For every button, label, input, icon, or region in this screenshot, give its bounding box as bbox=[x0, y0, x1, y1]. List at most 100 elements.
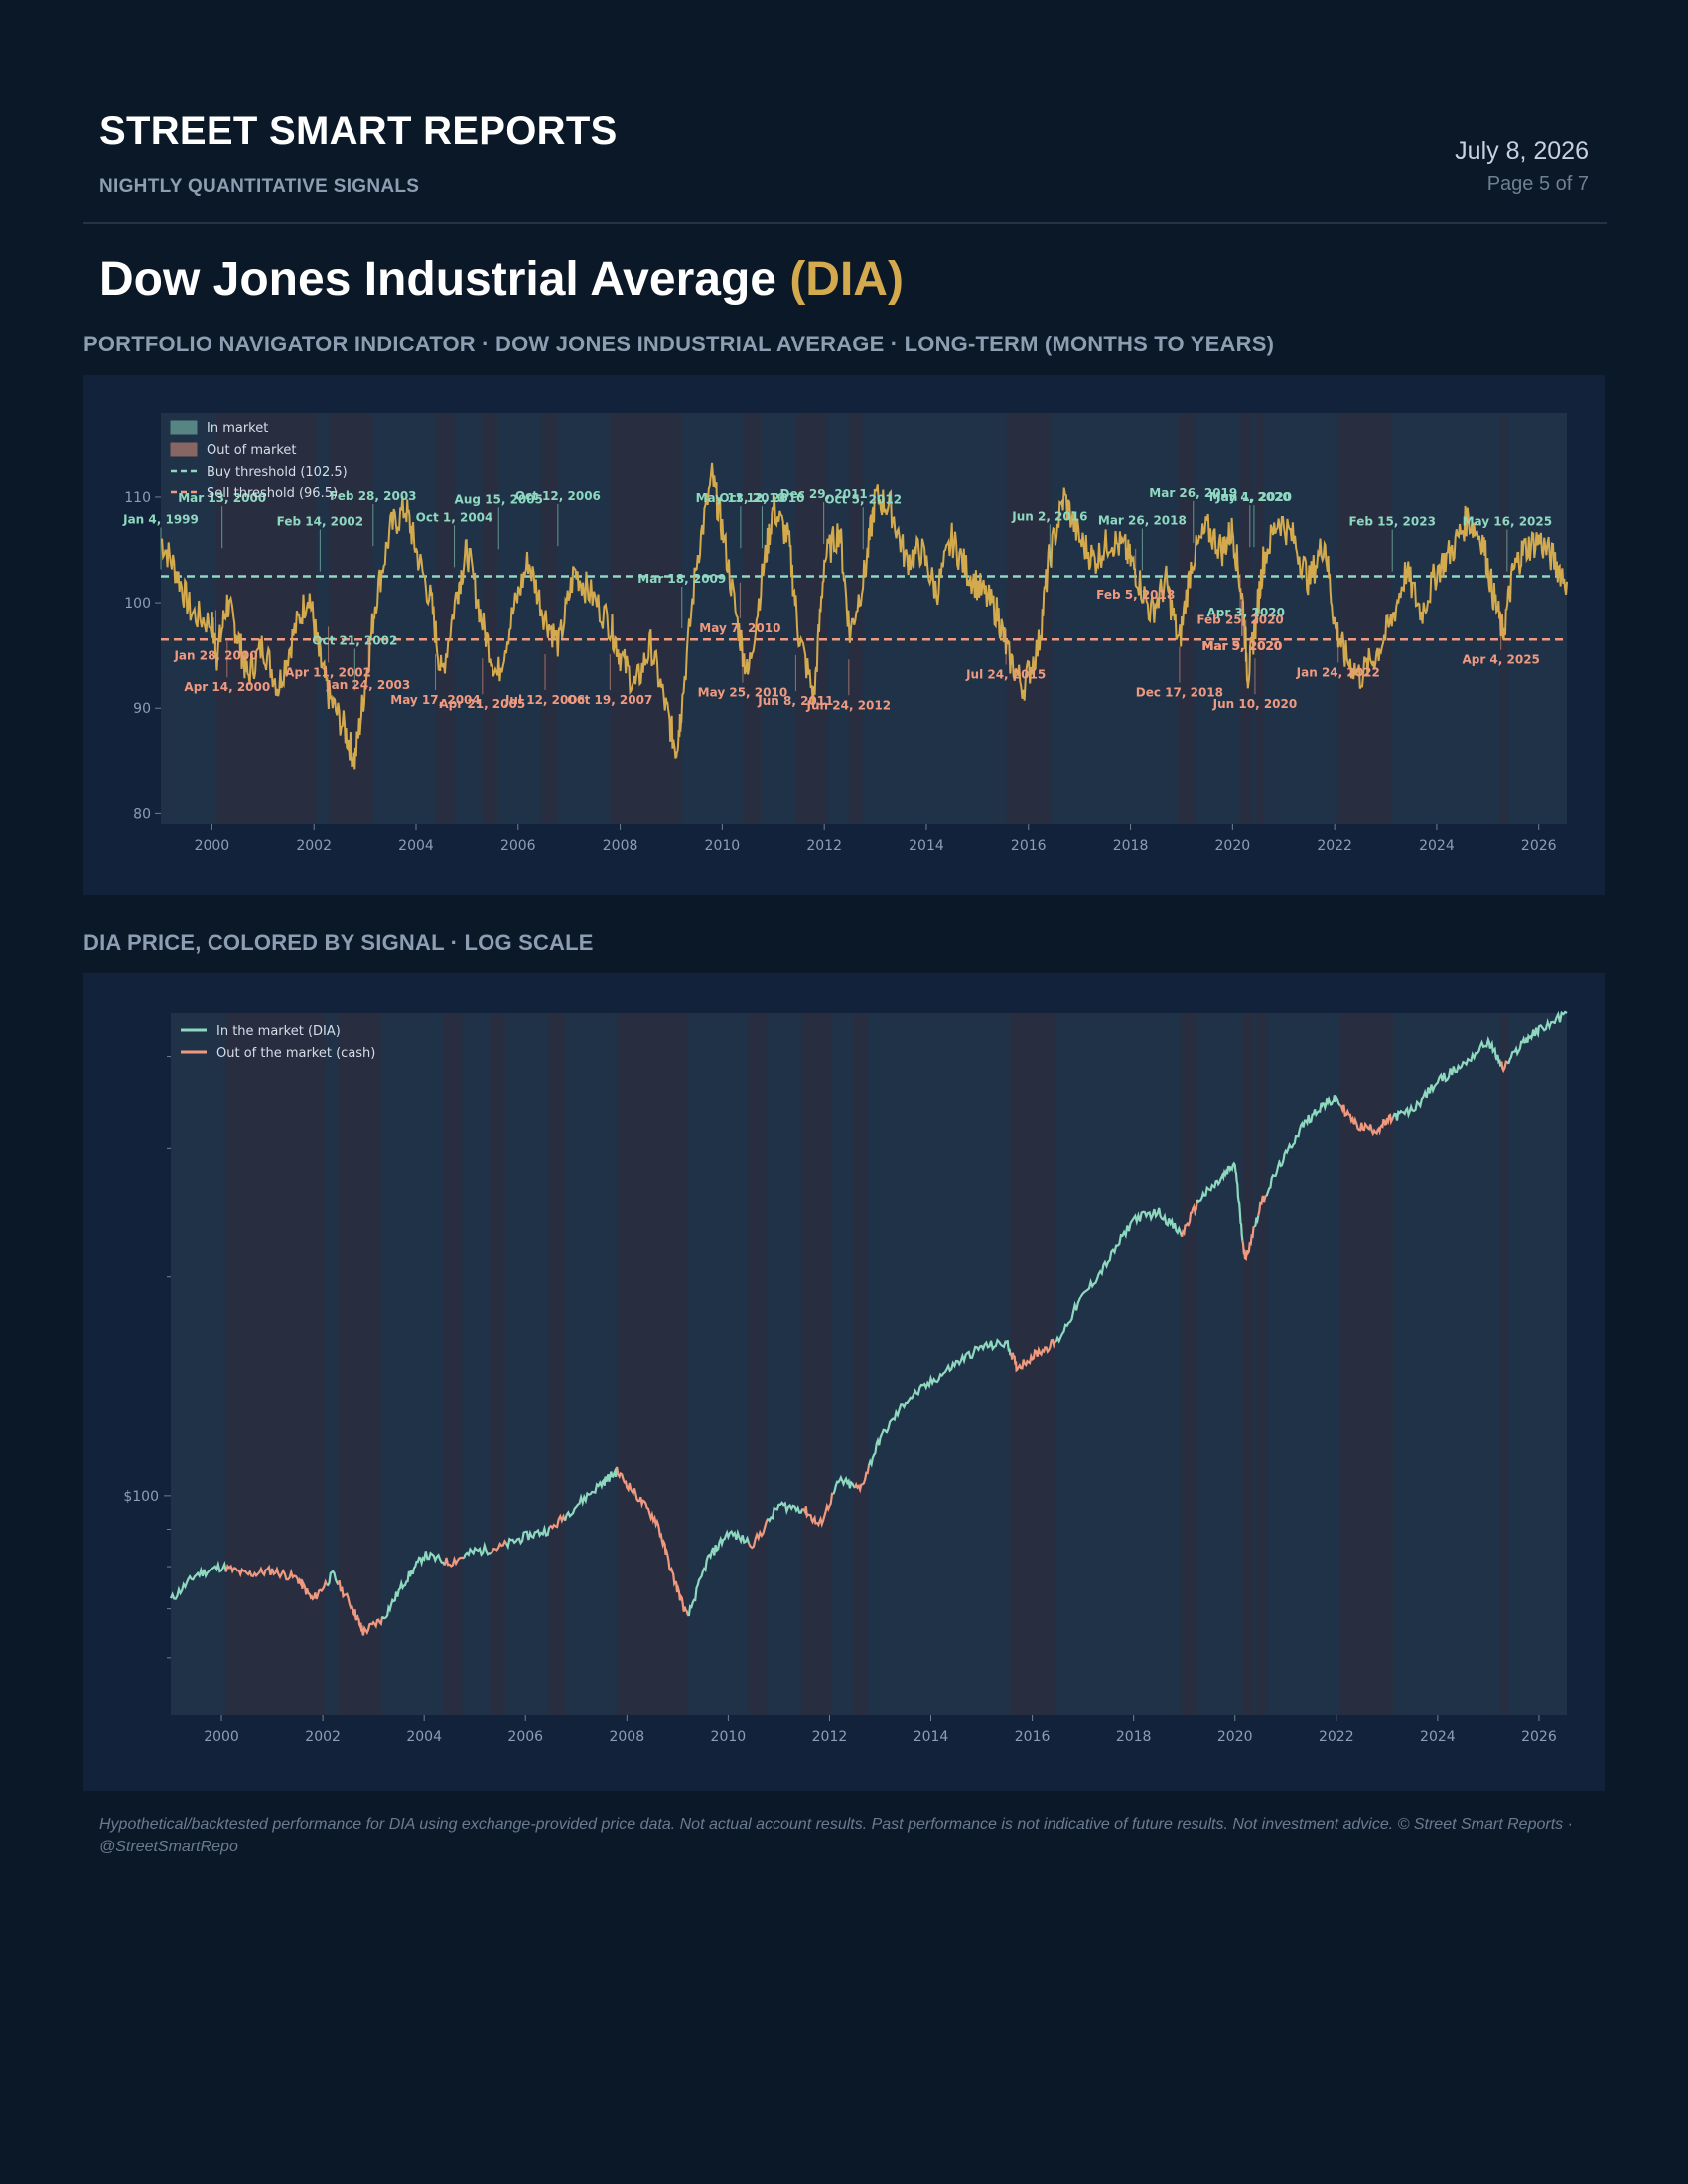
out-of-market-band bbox=[338, 1013, 381, 1715]
page-number: Page 5 of 7 bbox=[1486, 173, 1589, 195]
report-date: July 8, 2026 bbox=[1455, 137, 1589, 165]
x-tick-label: 2022 bbox=[1317, 838, 1352, 854]
signal-date-label: Feb 25, 2020 bbox=[1196, 613, 1283, 626]
x-tick-label: 2000 bbox=[195, 838, 230, 854]
page-title: Dow Jones Industrial Average (DIA) bbox=[99, 252, 904, 307]
out-of-market-band bbox=[1178, 413, 1195, 824]
x-tick-label: 2016 bbox=[1011, 838, 1047, 854]
legend-label: In market bbox=[207, 421, 268, 436]
price-out-of-market-segment bbox=[616, 1466, 690, 1617]
price-out-of-market-segment bbox=[490, 1539, 508, 1555]
y-tick-label: 80 bbox=[133, 806, 151, 822]
brand-tagline: NIGHTLY QUANTITATIVE SIGNALS bbox=[99, 176, 420, 197]
price-in-market-segment bbox=[767, 1501, 804, 1524]
plot-area bbox=[171, 1013, 1567, 1715]
x-tick-label: 2010 bbox=[705, 838, 741, 854]
x-tick-label: 2010 bbox=[711, 1729, 747, 1745]
signal-date-label: Mar 26, 2019 bbox=[1149, 486, 1237, 500]
out-of-market-band bbox=[1339, 1013, 1393, 1715]
x-tick-label: 2020 bbox=[1217, 1729, 1253, 1745]
out-of-market-band bbox=[1500, 413, 1507, 824]
index-ticker: (DIA) bbox=[789, 253, 904, 306]
x-tick-label: 2014 bbox=[909, 838, 944, 854]
signal-date-label: Oct 1, 2004 bbox=[416, 510, 493, 524]
price-out-of-market-segment bbox=[1181, 1199, 1198, 1237]
signal-date-label: May 4, 2020 bbox=[1209, 490, 1291, 504]
indicator-line bbox=[160, 462, 1568, 770]
out-of-market-band bbox=[610, 413, 682, 824]
signal-date-label: Jan 28, 2000 bbox=[173, 648, 257, 662]
x-tick-label: 2014 bbox=[914, 1729, 949, 1745]
out-of-market-band bbox=[443, 1013, 463, 1715]
out-of-market-band bbox=[1500, 1013, 1508, 1715]
signal-date-label: Mar 18, 2009 bbox=[637, 572, 726, 586]
signal-date-label: May 25, 2010 bbox=[698, 686, 788, 700]
x-tick-label: 2008 bbox=[603, 838, 638, 854]
price-in-market-segment bbox=[832, 1474, 856, 1495]
signal-date-label: May 17, 2004 bbox=[390, 693, 481, 707]
x-tick-label: 2024 bbox=[1420, 1729, 1456, 1745]
out-of-market-band bbox=[225, 1013, 326, 1715]
price-in-market-segment bbox=[687, 1528, 751, 1617]
signal-date-label: Apr 4, 2025 bbox=[1462, 653, 1539, 667]
legend-label: Out of the market (cash) bbox=[216, 1046, 375, 1061]
signal-date-label: Feb 15, 2023 bbox=[1348, 515, 1435, 529]
out-of-market-band bbox=[1240, 413, 1252, 824]
price-out-of-market-segment bbox=[224, 1564, 328, 1601]
signal-date-label: Oct 12, 2006 bbox=[515, 489, 601, 503]
y-tick-label: 110 bbox=[124, 490, 151, 506]
price-in-market-segment bbox=[1507, 1010, 1568, 1065]
price-out-of-market-segment bbox=[337, 1579, 384, 1636]
signal-date-label: Mar 5, 2020 bbox=[1201, 639, 1282, 653]
signal-date-label: Jan 24, 2003 bbox=[326, 678, 410, 692]
out-of-market-band bbox=[1006, 413, 1052, 824]
out-of-market-band bbox=[1257, 1013, 1267, 1715]
signal-date-label: Dec 17, 2018 bbox=[1136, 686, 1223, 700]
signal-date-label: Jun 1, 2020 bbox=[1215, 490, 1292, 504]
signal-date-label: Jul 24, 2015 bbox=[965, 668, 1046, 682]
price-out-of-market-segment bbox=[1338, 1104, 1395, 1137]
x-tick-label: 2006 bbox=[507, 1729, 543, 1745]
signal-date-label: Oct 5, 2012 bbox=[824, 492, 902, 506]
price-in-market-segment bbox=[1253, 1215, 1260, 1228]
out-of-market-band bbox=[617, 1013, 688, 1715]
price-in-market-segment bbox=[564, 1466, 619, 1521]
price-in-market-segment bbox=[1265, 1094, 1341, 1197]
legend-label: Out of market bbox=[207, 443, 297, 458]
report-header: STREET SMART REPORTS NIGHTLY QUANTITATIV… bbox=[99, 109, 1589, 198]
signal-date-label: Apr 21, 2005 bbox=[439, 697, 525, 711]
signal-date-label: Jan 24, 2022 bbox=[1296, 665, 1380, 679]
signal-date-label: Aug 15, 2005 bbox=[455, 492, 543, 506]
price-in-market-segment bbox=[505, 1524, 551, 1551]
signal-date-label: Apr 11, 2002 bbox=[285, 665, 371, 679]
x-tick-label: 2016 bbox=[1015, 1729, 1051, 1745]
x-tick-label: 2012 bbox=[812, 1729, 848, 1745]
price-out-of-market-segment bbox=[853, 1465, 871, 1494]
price-out-of-market-segment bbox=[548, 1513, 567, 1530]
price-out-of-market-segment bbox=[1500, 1060, 1510, 1074]
x-tick-label: 2026 bbox=[1521, 1729, 1557, 1745]
x-tick-label: 2006 bbox=[500, 838, 536, 854]
signal-date-label: Mar 9, 2020 bbox=[1202, 639, 1283, 653]
x-tick-label: 2004 bbox=[398, 838, 434, 854]
price-out-of-market-segment bbox=[1241, 1225, 1255, 1261]
signal-date-label: May 7, 2010 bbox=[699, 621, 780, 635]
indicator-section-title: PORTFOLIO NAVIGATOR INDICATOR · DOW JONE… bbox=[83, 332, 1275, 356]
out-of-market-band bbox=[853, 1013, 868, 1715]
header-divider bbox=[83, 222, 1607, 224]
signal-date-label: Oct 19, 2007 bbox=[567, 693, 652, 707]
x-tick-label: 2000 bbox=[204, 1729, 239, 1745]
out-of-market-band bbox=[1255, 413, 1265, 824]
y-tick-label: 90 bbox=[133, 701, 151, 717]
signal-date-label: May 16, 2025 bbox=[1463, 515, 1553, 529]
price-out-of-market-segment bbox=[1009, 1338, 1057, 1373]
signal-date-label: Mar 13, 2000 bbox=[178, 491, 266, 505]
price-out-of-market-segment bbox=[443, 1555, 465, 1568]
out-of-market-band bbox=[1337, 413, 1392, 824]
x-tick-label: 2002 bbox=[296, 838, 332, 854]
price-out-of-market-segment bbox=[1257, 1195, 1267, 1216]
index-name: Dow Jones Industrial Average bbox=[99, 253, 776, 306]
signal-date-label: Jan 4, 1999 bbox=[122, 512, 199, 526]
out-of-market-band bbox=[1181, 1013, 1197, 1715]
signal-date-label: Oct 21, 2002 bbox=[312, 634, 397, 648]
